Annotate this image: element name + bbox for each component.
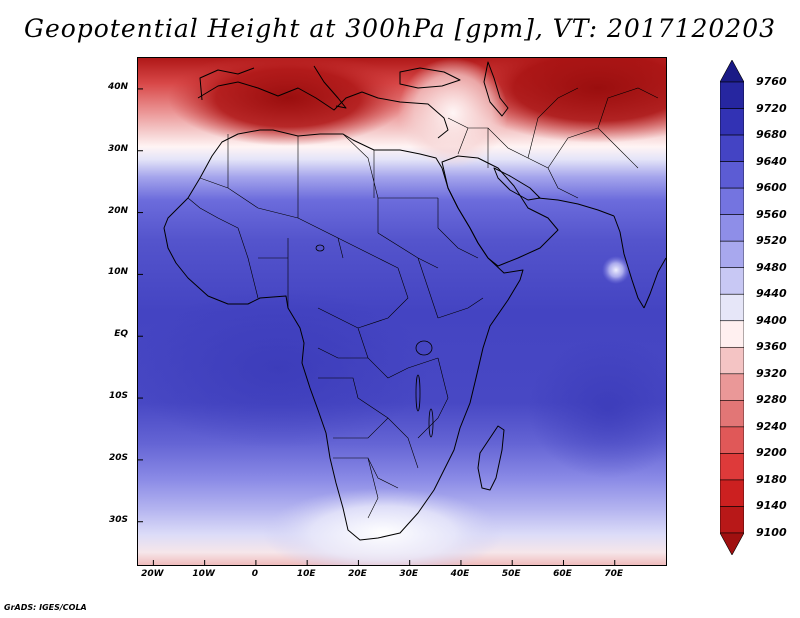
lat-tick-label: 10N [107, 267, 128, 278]
lat-tick-label: 40N [107, 81, 128, 92]
deep-blue-region [138, 288, 428, 448]
lon-tick-label: 10E [296, 569, 316, 579]
southern-pale-band [263, 488, 503, 565]
colorbar-level-label: 9680 [756, 128, 787, 142]
arabian-peninsula [441, 155, 559, 267]
border-lines [187, 133, 484, 519]
lon-tick-label: 60E [553, 569, 572, 579]
iran-pakistan-coast [537, 197, 615, 217]
map-panel [137, 57, 667, 566]
grads-credit: GrADS: IGES/COLA [4, 603, 87, 612]
colorbar-level-label: 9320 [756, 366, 787, 380]
colorbar [719, 59, 745, 556]
colorbar-level-label: 9600 [756, 181, 787, 195]
colorbar-segment [719, 426, 745, 454]
colorbar-segment [719, 346, 745, 375]
colorbar-min-arrow [719, 532, 745, 556]
colorbar-segment [719, 453, 745, 481]
lake-tanganyika [415, 374, 421, 412]
colorbar-segment [719, 400, 745, 428]
lon-tick-label: 20W [141, 569, 164, 579]
lon-tick-label: 20E [348, 569, 367, 579]
colorbar-segment [719, 240, 745, 269]
lake-victoria [415, 340, 433, 356]
colorbar-max-arrow [719, 59, 745, 83]
colorbar-level-label: 9100 [756, 526, 787, 539]
colorbar-segment [719, 187, 745, 215]
lon-tick-label: 0 [251, 569, 259, 579]
colorbar-level-label: 9440 [756, 287, 787, 301]
colorbar-segment [719, 373, 745, 401]
colorbar-segment [719, 506, 745, 534]
colorbar-level-label: 9140 [756, 499, 787, 513]
colorbar-level-label: 9240 [756, 419, 787, 433]
isolated-maximum [602, 256, 630, 284]
iberia [199, 67, 255, 101]
map-title: Geopotential Height at 300hPa [gpm], VT:… [23, 14, 777, 43]
lat-tick-label: 30S [108, 514, 128, 525]
lat-tick-label: 20S [108, 452, 128, 463]
lake-chad [315, 244, 325, 252]
middle-east-borders [447, 87, 659, 199]
trough-core-east [458, 58, 666, 143]
italy [313, 65, 347, 109]
india-east-coast [643, 257, 666, 309]
colorbar-level-label: 9400 [756, 313, 787, 327]
colorbar-level-label: 9760 [756, 75, 787, 88]
colorbar-level-label: 9200 [756, 446, 787, 460]
lon-tick-label: 30E [399, 569, 419, 579]
colorbar-scale [719, 59, 745, 556]
colorbar-segment [719, 161, 745, 189]
madagascar [477, 425, 505, 491]
deep-blue-region-east [528, 338, 666, 478]
colorbar-segment [719, 134, 745, 162]
lat-tick-label: 30N [107, 143, 128, 154]
lon-tick-label: 70E [604, 569, 624, 579]
geopotential-height-map [138, 58, 666, 565]
lon-tick-label: 40E [450, 569, 470, 579]
colorbar-segment [719, 108, 745, 136]
colorbar-segment [719, 81, 745, 109]
country-borders [187, 87, 659, 519]
mediterranean-north-coast [197, 81, 449, 139]
lon-tick-label: 50E [501, 569, 521, 579]
colorbar-level-label: 9560 [756, 207, 787, 221]
trough-core-west [168, 58, 408, 146]
colorbar-segment [719, 267, 745, 295]
persian-gulf [493, 167, 541, 201]
colorbar-level-label: 9360 [756, 340, 787, 354]
coastlines [163, 61, 666, 541]
colorbar-level-label: 9720 [756, 101, 787, 115]
africa-coastline [163, 129, 524, 541]
colorbar-segment [719, 479, 745, 507]
lakes [315, 244, 434, 438]
black-sea [399, 67, 461, 89]
colorbar-level-label: 9640 [756, 154, 787, 168]
colorbar-segment [719, 214, 745, 242]
ridge-axis [398, 58, 508, 168]
lat-tick-label: EQ [114, 329, 128, 340]
colorbar-segment [719, 293, 745, 322]
india-west-coast [613, 215, 645, 309]
colorbar-level-label: 9480 [756, 260, 787, 274]
lat-tick-label: 10S [108, 391, 128, 402]
lat-tick-label: 20N [107, 205, 128, 216]
caspian-sea [483, 61, 509, 117]
colorbar-segment [719, 320, 745, 348]
lon-tick-label: 10W [192, 569, 215, 579]
colorbar-level-label: 9280 [756, 393, 787, 407]
colorbar-level-label: 9180 [756, 472, 787, 486]
colorbar-level-label: 9520 [756, 234, 787, 248]
lake-malawi [428, 408, 434, 438]
